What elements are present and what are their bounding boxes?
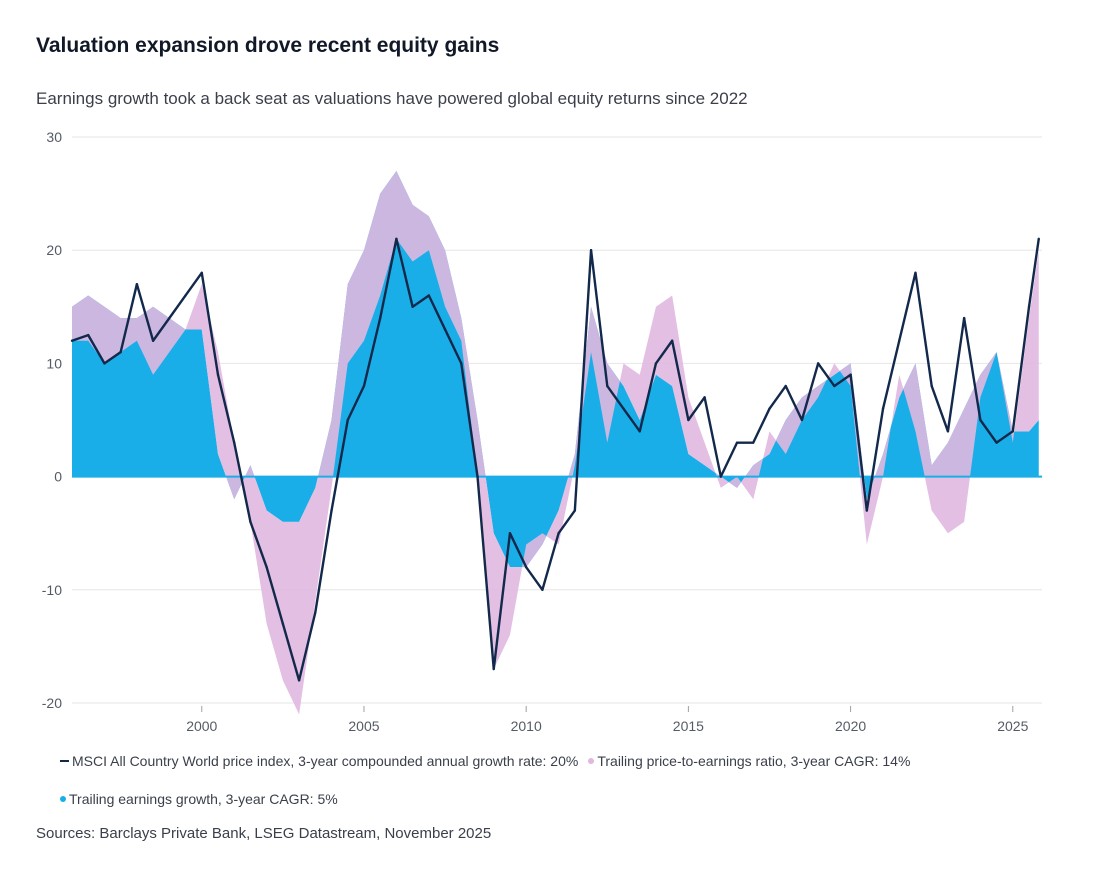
price-point: [1011, 430, 1015, 433]
price-point: [135, 282, 139, 286]
price-point: [573, 509, 577, 512]
price-point: [833, 384, 836, 388]
price-point: [249, 520, 252, 524]
price-point: [460, 362, 463, 365]
price-point: [768, 407, 771, 410]
legend-row-2: Trailing earnings growth, 3-year CAGR: 5…: [60, 791, 348, 807]
price-point: [881, 407, 885, 410]
source-note: Sources: Barclays Private Bank, LSEG Dat…: [36, 825, 492, 842]
x-tick-label-2015: 2015: [673, 718, 704, 734]
price-point: [346, 418, 349, 422]
price-point: [411, 305, 414, 308]
legend-label-price: MSCI All Country World price index, 3-ye…: [72, 753, 579, 769]
y-tick-label-10: 10: [46, 355, 62, 371]
price-point: [930, 384, 933, 388]
price-point: [297, 679, 301, 682]
y-tick-label--10: -10: [42, 582, 62, 598]
price-point: [687, 418, 690, 422]
legend-row-1: MSCI All Country World price index, 3-ye…: [60, 753, 920, 769]
price-point: [524, 565, 528, 569]
price-point: [443, 328, 447, 331]
price-point: [119, 350, 122, 354]
price-point: [1027, 305, 1031, 308]
x-tick-label-2010: 2010: [511, 718, 542, 734]
price-point: [492, 667, 495, 671]
price-point: [557, 532, 560, 535]
price-point: [800, 418, 804, 422]
line-layer: [70, 237, 1040, 682]
price-point: [362, 384, 366, 388]
legend-item-earnings: Trailing earnings growth, 3-year CAGR: 5…: [60, 791, 338, 807]
price-point: [1037, 237, 1040, 241]
price-point: [233, 441, 236, 444]
price-point: [151, 339, 155, 342]
x-tick-label-2020: 2020: [835, 718, 866, 734]
price-point: [265, 565, 268, 569]
price-point: [946, 430, 950, 433]
price-point: [395, 237, 398, 241]
price-point: [378, 316, 382, 320]
chart-subtitle: Earnings growth took a back seat as valu…: [36, 89, 748, 108]
legend-swatch-price: [60, 760, 69, 762]
legend-label-earnings: Trailing earnings growth, 3-year CAGR: 5…: [69, 791, 338, 807]
price-point: [427, 294, 431, 297]
price-point: [752, 441, 755, 444]
price-point: [200, 271, 203, 275]
price-point: [184, 294, 187, 297]
price-point: [735, 441, 739, 444]
price-point: [654, 362, 658, 365]
y-tick-label--20: -20: [42, 695, 62, 711]
price-point: [168, 316, 171, 320]
price-point: [784, 384, 787, 388]
price-point: [995, 441, 998, 444]
price-point: [508, 532, 512, 535]
legend-swatch-pe: [588, 758, 595, 764]
y-tick-label-0: 0: [54, 469, 62, 485]
earnings-area: [72, 170, 1039, 568]
price-point: [541, 588, 544, 591]
chart-title: Valuation expansion drove recent equity …: [36, 34, 500, 57]
legend-item-price: MSCI All Country World price index, 3-ye…: [60, 753, 578, 769]
grid-layer: [72, 136, 1042, 704]
y-tick-label-20: 20: [46, 242, 62, 258]
legend-item-pe: Trailing price-to-earnings ratio, 3-year…: [588, 753, 910, 769]
x-axis: 2000 2005 2010 2015 2020 2025: [186, 706, 1029, 734]
price-point: [103, 362, 106, 365]
legend-label-pe: Trailing price-to-earnings ratio, 3-year…: [597, 753, 911, 769]
price-point: [622, 407, 625, 410]
price-point: [849, 373, 852, 376]
price-point: [589, 249, 593, 252]
pe-ratio-area: [72, 170, 1039, 715]
price-point: [606, 384, 609, 388]
price-point: [914, 271, 917, 275]
price-point: [638, 430, 641, 433]
price-point: [281, 622, 285, 625]
price-point: [816, 362, 820, 365]
price-point: [865, 509, 869, 512]
price-point: [962, 316, 966, 320]
x-tick-label-2000: 2000: [186, 718, 217, 734]
x-tick-label-2005: 2005: [348, 718, 379, 734]
price-point: [703, 396, 706, 399]
price-point: [216, 373, 220, 376]
y-axis: -20 -10 0 10 20 30: [42, 129, 62, 711]
y-tick-label-30: 30: [46, 129, 62, 145]
legend-swatch-earnings: [60, 796, 66, 802]
price-point: [330, 509, 333, 512]
price-point: [70, 339, 74, 342]
price-point: [670, 339, 674, 342]
price-point: [898, 339, 901, 342]
price-point: [314, 611, 317, 614]
price-point: [87, 333, 90, 337]
area-layer: [72, 170, 1042, 715]
price-point: [719, 475, 723, 478]
price-point: [979, 418, 982, 422]
price-point: [476, 475, 479, 478]
x-tick-label-2025: 2025: [997, 718, 1028, 734]
